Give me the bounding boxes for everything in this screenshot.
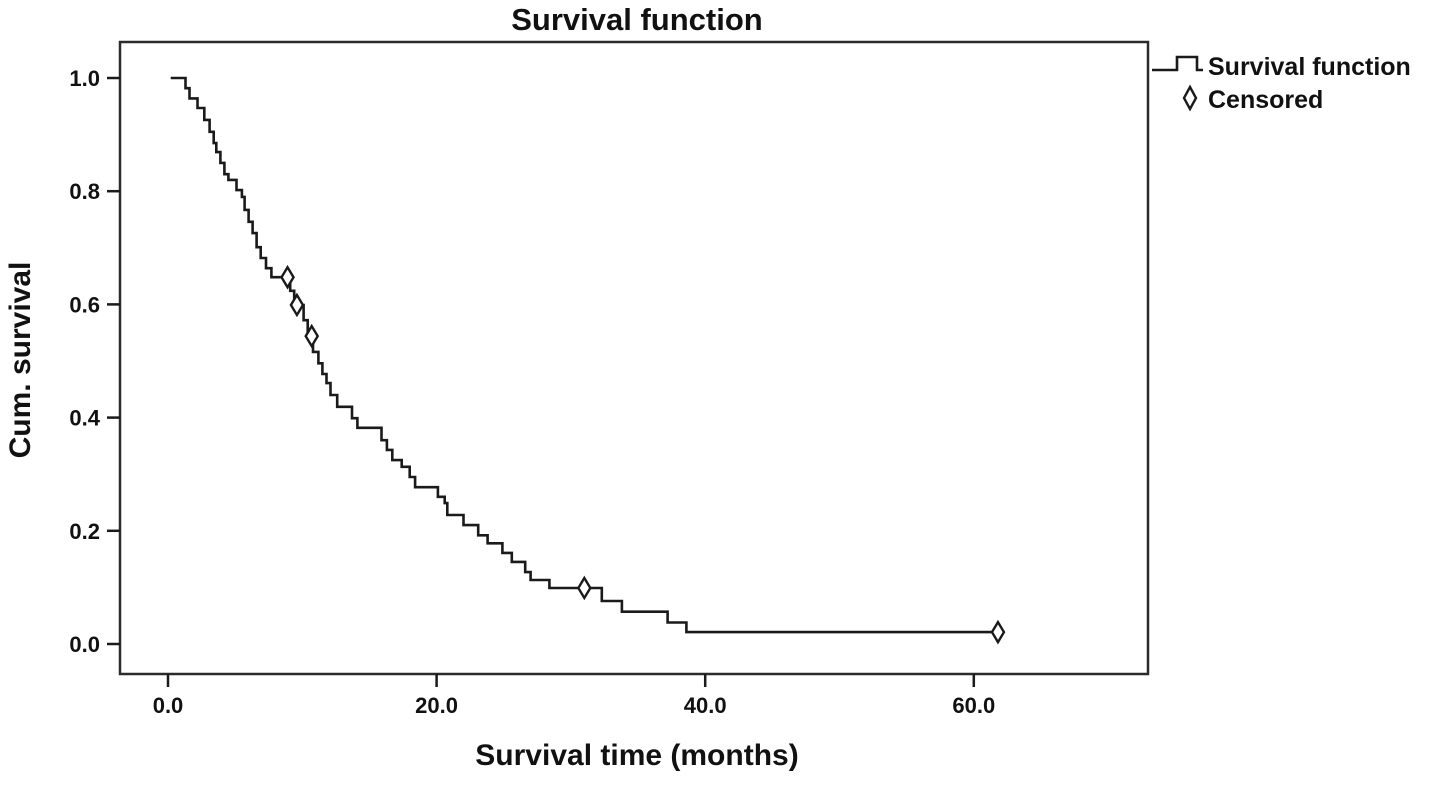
y-tick-label-2: 0.6 [69,292,100,317]
x-axis-title: Survival time (months) [475,739,798,772]
plot-layer: 1.0 0.8 0.6 0.4 0.2 0.0 0.0 20.0 40.0 60.0 [69,66,1006,718]
plot-frame [118,40,1150,676]
x-tick-label-3: 60.0 [952,693,995,718]
y-axis-title: Cum. survival [4,262,37,459]
y-tick-label-4: 0.2 [69,519,100,544]
legend-censored-diamond-icon [1182,84,1198,112]
legend: Survival function Censored [1152,53,1411,114]
x-tick-label-0: 0.0 [153,693,184,718]
censored-marker-2 [304,323,320,349]
censored-marker-3 [576,575,592,601]
survival-curve [170,76,998,634]
legend-series-label: Survival function [1208,53,1411,81]
x-tick-label-1: 20.0 [415,693,458,718]
y-tick-label-5: 0.0 [69,632,100,657]
y-tick-label-0: 1.0 [69,66,100,91]
x-tick-label-2: 40.0 [684,693,727,718]
y-tick-label-3: 0.4 [69,406,100,431]
y-tick-label-1: 0.8 [69,179,100,204]
censored-marker-1 [289,292,305,318]
legend-censored-label: Censored [1208,86,1323,114]
legend-line-sample-icon [1152,55,1203,72]
chart-title: Survival function [511,2,762,37]
censored-marker-0 [280,264,295,290]
censored-marker-4 [990,619,1006,645]
